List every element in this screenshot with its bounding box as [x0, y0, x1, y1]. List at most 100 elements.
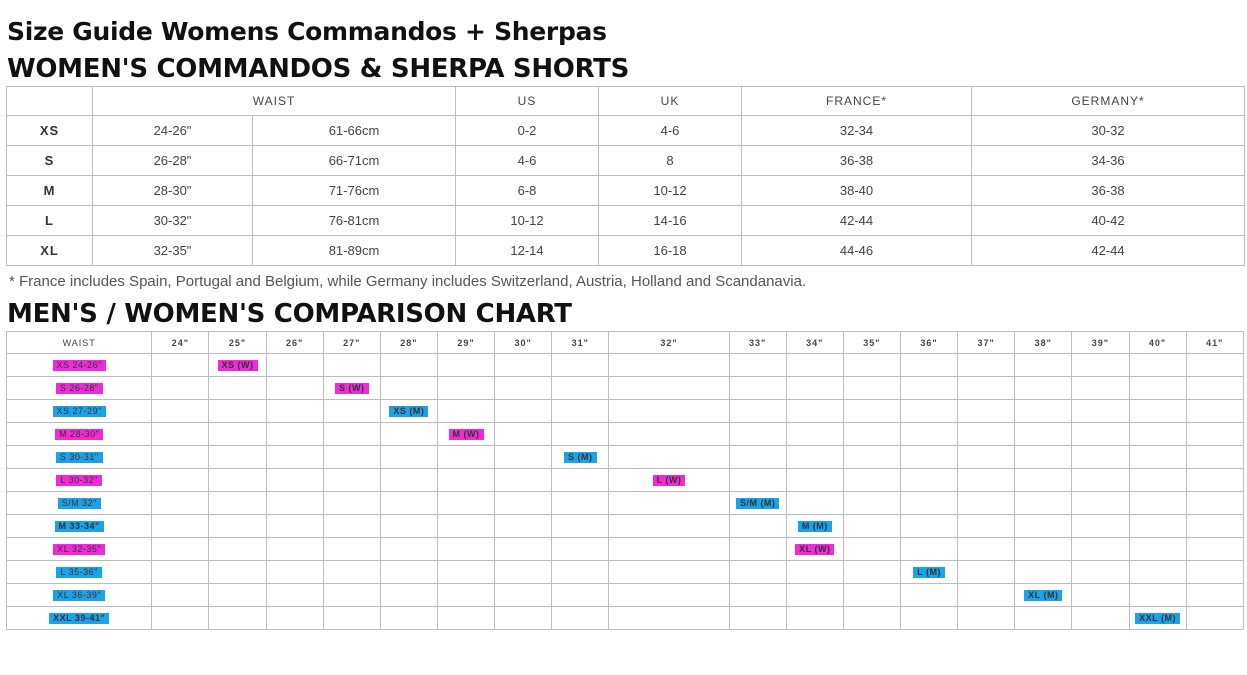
inch-cell: [1014, 445, 1073, 469]
inch-cell: [1071, 422, 1130, 446]
header-cell-inch: 34": [785, 331, 844, 354]
waist-cell: S 26-28": [5, 376, 153, 400]
inch-cell: [957, 606, 1016, 630]
waist-cell: XL 32-35": [5, 537, 153, 561]
waist-cell: XL 36-39": [5, 583, 153, 607]
inch-cell: [608, 560, 730, 584]
inch-cell: [842, 514, 902, 538]
cell-waist-in: 28-30": [92, 175, 253, 206]
header-cell-inch: 36": [899, 331, 959, 354]
inch-cell: [608, 606, 730, 630]
cell-waist-cm: 61-66cm: [252, 115, 456, 146]
waist-tag: L 35-36": [56, 566, 102, 578]
inch-cell: [151, 514, 210, 538]
cell-france: 44-46: [741, 235, 972, 266]
header-cell-inch: 41": [1185, 331, 1245, 354]
inch-cell: [1071, 560, 1130, 584]
inch-cell: XS (W): [208, 353, 267, 377]
cell-germany: 42-44: [971, 235, 1245, 266]
cell-us: 10-12: [455, 205, 599, 236]
inch-cell: [436, 468, 496, 492]
inch-cell: [728, 514, 787, 538]
table-row: M 33-34" M (M): [5, 514, 1245, 538]
cell-waist-cm: 76-81cm: [252, 205, 456, 236]
inch-cell: [322, 422, 381, 446]
inch-cell: [1014, 514, 1073, 538]
inch-cell: [842, 491, 902, 515]
inch-cell: [1185, 353, 1245, 377]
waist-tag: XS 27-29": [52, 405, 106, 417]
inch-cell: [728, 560, 787, 584]
inch-cell: [1128, 491, 1187, 515]
header-cell-germany: GERMANY*: [971, 86, 1245, 116]
inch-cell: [842, 399, 902, 423]
inch-cell: [1014, 399, 1073, 423]
inch-cell: [322, 353, 381, 377]
table-header-row: WAIST 24" 25" 26" 27" 28" 29" 30" 31" 32" 33" 34" 35…: [5, 331, 1245, 354]
inch-cell: [322, 445, 381, 469]
inch-cell: [1128, 583, 1187, 607]
fit-tag: L (W): [652, 474, 686, 486]
inch-cell: [785, 491, 844, 515]
inch-cell: [551, 399, 610, 423]
inch-cell: [899, 491, 959, 515]
inch-cell: [265, 468, 324, 492]
inch-cell: [957, 583, 1016, 607]
inch-cell: [957, 399, 1016, 423]
inch-cell: [436, 583, 496, 607]
inch-cell: [899, 606, 959, 630]
inch-cell: [379, 583, 438, 607]
inch-cell: [1128, 376, 1187, 400]
inch-cell: [728, 399, 787, 423]
inch-cell: [436, 560, 496, 584]
inch-cell: [1128, 560, 1187, 584]
header-cell-waist: WAIST: [92, 86, 456, 116]
table-row: S 30-31" S (M): [5, 445, 1245, 469]
inch-cell: [842, 353, 902, 377]
inch-cell: [494, 537, 553, 561]
inch-cell: [436, 353, 496, 377]
cell-size: XS: [6, 115, 93, 146]
inch-cell: [379, 514, 438, 538]
cell-germany: 40-42: [971, 205, 1245, 236]
inch-cell: [379, 445, 438, 469]
cell-waist-in: 32-35": [92, 235, 253, 266]
inch-cell: [842, 537, 902, 561]
waist-tag: L 30-32": [56, 474, 102, 486]
inch-cell: [957, 491, 1016, 515]
header-cell-inch: 38": [1014, 331, 1073, 354]
inch-cell: [379, 468, 438, 492]
inch-cell: [265, 353, 324, 377]
inch-cell: [728, 606, 787, 630]
inch-cell: [151, 399, 210, 423]
cell-france: 36-38: [741, 145, 972, 176]
cell-waist-in: 26-28": [92, 145, 253, 176]
inch-cell: [1014, 468, 1073, 492]
inch-cell: [151, 422, 210, 446]
inch-cell: [494, 583, 553, 607]
inch-cell: L (W): [608, 468, 730, 492]
inch-cell: [551, 491, 610, 515]
inch-cell: [1185, 560, 1245, 584]
waist-cell: M 33-34": [5, 514, 153, 538]
inch-cell: [785, 583, 844, 607]
inch-cell: [208, 491, 267, 515]
cell-us: 6-8: [455, 175, 599, 206]
inch-cell: [728, 445, 787, 469]
inch-cell: XL (W): [785, 537, 844, 561]
inch-cell: [322, 399, 381, 423]
inch-cell: [842, 445, 902, 469]
inch-cell: [608, 399, 730, 423]
cell-size: S: [6, 145, 93, 176]
fit-tag: XS (M): [389, 405, 429, 417]
header-cell-inch: 26": [265, 331, 324, 354]
inch-cell: [1071, 537, 1130, 561]
waist-tag: M 33-34": [54, 520, 104, 532]
table-row: XS 27-29" XS (M): [5, 399, 1245, 423]
inch-cell: [608, 445, 730, 469]
inch-cell: [785, 376, 844, 400]
table-row: S 26-28" S (W): [5, 376, 1245, 400]
inch-cell: [785, 445, 844, 469]
inch-cell: [208, 376, 267, 400]
inch-cell: [208, 537, 267, 561]
